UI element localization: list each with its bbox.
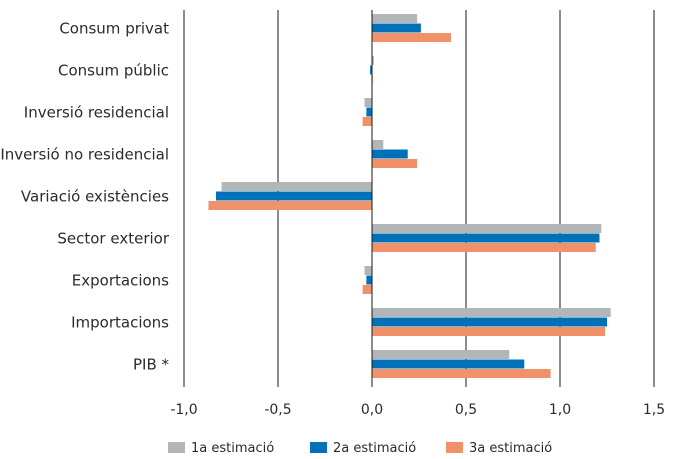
category-label: Sector exterior: [57, 230, 169, 248]
bar-2-9: [372, 359, 525, 369]
bar-1-7: [364, 266, 372, 275]
bar-1-8: [372, 308, 611, 317]
bar-2-5: [215, 191, 372, 201]
x-tick-label: 0,5: [455, 402, 477, 418]
bar-1-2: [372, 56, 374, 65]
category-label: Inversió no residencial: [0, 146, 169, 164]
legend: 1a estimació 2a estimació 3a estimació: [168, 441, 552, 456]
bar-3-1: [372, 33, 451, 42]
legend-item-1: 1a estimació: [168, 441, 274, 456]
bar-2-8: [372, 317, 607, 327]
x-tick-label: 0,0: [361, 402, 383, 418]
bar-1-4: [372, 140, 384, 149]
legend-swatch: [310, 442, 327, 453]
bar-1-3: [364, 98, 372, 107]
x-tick-labels: -1,0 -0,5 0,0 0,5 1,0 1,5: [170, 402, 665, 418]
category-label: PIB *: [133, 356, 170, 374]
bar-2-4: [372, 149, 408, 159]
bar-3-8: [372, 327, 606, 336]
legend-label: 1a estimació: [191, 441, 274, 456]
bar-1-5: [221, 182, 372, 191]
category-label: Exportacions: [72, 272, 169, 290]
category-label: Consum públic: [58, 62, 169, 80]
x-tick-label: -0,5: [264, 402, 291, 418]
category-label: Consum privat: [59, 20, 169, 38]
bar-1-9: [372, 350, 510, 359]
bar-2-1: [372, 23, 421, 33]
legend-swatch: [446, 442, 463, 453]
bar-3-6: [372, 243, 596, 252]
bar-2-6: [372, 233, 600, 243]
category-label: Inversió residencial: [24, 104, 169, 122]
bar-2-3: [366, 107, 372, 117]
category-label: Variació existències: [21, 188, 169, 206]
bars: [208, 10, 611, 387]
legend-swatch: [168, 442, 185, 453]
bar-1-1: [372, 14, 418, 23]
bar-3-9: [372, 369, 551, 378]
legend-label: 2a estimació: [333, 441, 416, 456]
bar-2-2: [370, 65, 372, 75]
bar-1-6: [372, 224, 602, 233]
bar-3-5: [208, 201, 372, 210]
bar-3-7: [362, 285, 372, 294]
legend-item-3: 3a estimació: [446, 441, 552, 456]
bar-3-4: [372, 159, 418, 168]
x-tick-label: 1,5: [643, 402, 665, 418]
category-labels: Consum privat Consum públic Inversió resid…: [0, 20, 170, 374]
legend-item-2: 2a estimació: [310, 441, 416, 456]
x-tick-label: -1,0: [170, 402, 197, 418]
x-tick-label: 1,0: [549, 402, 571, 418]
bar-2-7: [366, 275, 372, 285]
category-label: Importacions: [71, 314, 169, 332]
legend-label: 3a estimació: [469, 441, 552, 456]
bar-3-3: [362, 117, 372, 126]
